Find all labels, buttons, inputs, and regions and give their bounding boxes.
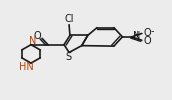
Text: -: - — [150, 26, 154, 36]
Text: N: N — [133, 31, 140, 41]
Text: S: S — [65, 52, 71, 62]
Text: O: O — [143, 28, 151, 38]
Text: +: + — [133, 30, 140, 39]
Text: O: O — [143, 36, 151, 46]
Text: Cl: Cl — [64, 14, 74, 24]
Text: O: O — [34, 31, 42, 41]
Text: N: N — [29, 36, 36, 46]
Text: HN: HN — [19, 62, 34, 72]
